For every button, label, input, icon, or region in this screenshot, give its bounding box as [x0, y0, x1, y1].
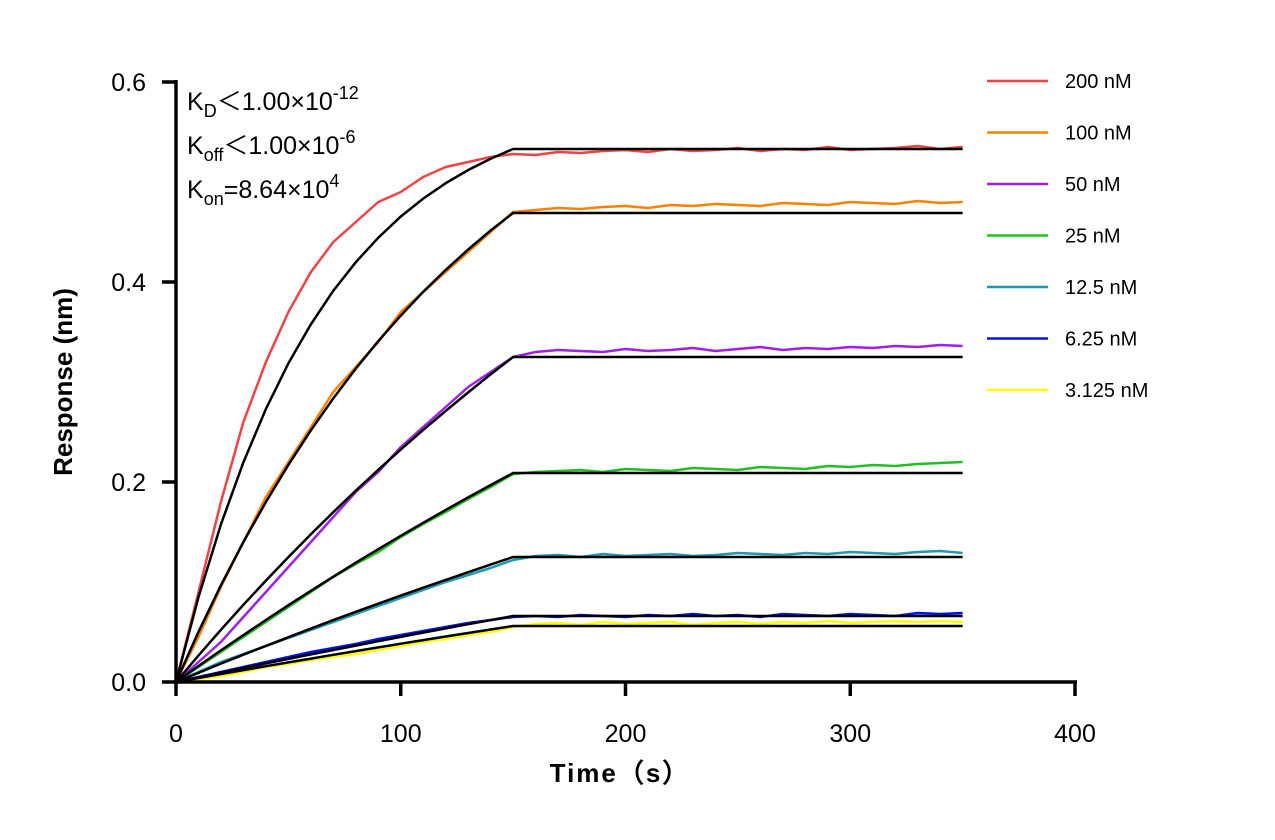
series-line-25-nM [175, 460, 963, 684]
series-line-200-nM [174, 144, 963, 683]
constant-subscript: on [204, 189, 224, 209]
x-tick-label: 0 [169, 720, 183, 748]
legend-item: 3.125 nM [987, 380, 1148, 402]
legend-label: 3.125 nM [1065, 380, 1148, 402]
series-line-50-nM [175, 343, 963, 683]
legend-label: 100 nM [1065, 123, 1132, 145]
fit-curves [174, 147, 963, 684]
kinetic-constant-D: KD＜1.00×10-12 [187, 83, 359, 121]
fit-curve-5 [175, 555, 963, 684]
constant-symbol: K [187, 132, 204, 160]
fit-curve-7 [175, 624, 963, 684]
legend-label: 12.5 nM [1065, 277, 1137, 299]
x-tick-label: 200 [605, 720, 647, 748]
legend-label: 50 nM [1065, 174, 1121, 196]
constant-relation: = [224, 176, 239, 204]
fit-curve-4 [175, 471, 963, 684]
constant-exponent: 4 [329, 171, 339, 191]
fit-curve-3 [175, 355, 963, 683]
x-tick-label: 300 [829, 720, 871, 748]
kinetic-constant-on: Kon=8.64×104 [187, 171, 339, 209]
constant-symbol: K [187, 88, 204, 116]
series-line-100-nM [174, 199, 963, 683]
constant-value: 1.00×10 [248, 132, 339, 160]
legend-item: 12.5 nM [987, 277, 1137, 299]
legend-item: 100 nM [987, 123, 1132, 145]
y-tick-label: 0.2 [111, 469, 146, 497]
constant-symbol: K [187, 176, 204, 204]
legend-label: 25 nM [1065, 226, 1121, 248]
constant-exponent: -6 [339, 127, 355, 147]
legend: 200 nM 100 nM 50 nM 25 nM 12.5 nM 6.25 nM 3.12… [987, 71, 1148, 402]
constant-relation: ＜ [217, 88, 242, 116]
legend-label: 6.25 nM [1065, 329, 1137, 351]
y-tick-label: 0.6 [111, 69, 146, 97]
legend-item: 200 nM [987, 71, 1132, 93]
legend-item: 6.25 nM [987, 329, 1137, 351]
fit-curve-1 [174, 147, 963, 683]
constant-subscript: off [204, 145, 225, 165]
ticks: 0 100 200 300 400 0.0 0.2 0.4 0.6 [111, 69, 1096, 748]
constant-relation: ＜ [223, 132, 248, 160]
legend-item: 25 nM [987, 226, 1121, 248]
kinetic-constant-off: Koff＜1.00×10-6 [187, 127, 355, 165]
fit-curve-6 [175, 614, 963, 684]
fit-curve-2 [174, 211, 963, 683]
y-axis-title: Response (nm) [48, 288, 78, 476]
x-axis-title: Time（s） [550, 758, 691, 788]
series-line-3.125-nM [175, 619, 963, 684]
legend-item: 50 nM [987, 174, 1121, 196]
constant-value: 1.00×10 [242, 88, 333, 116]
y-tick-label: 0.4 [111, 269, 146, 297]
y-tick-label: 0.0 [111, 669, 146, 697]
legend-label: 200 nM [1065, 71, 1132, 93]
constant-value: 8.64×10 [238, 176, 329, 204]
constant-subscript: D [204, 101, 217, 121]
x-tick-label: 100 [380, 720, 422, 748]
x-tick-label: 400 [1054, 720, 1096, 748]
constant-exponent: -12 [333, 83, 359, 103]
